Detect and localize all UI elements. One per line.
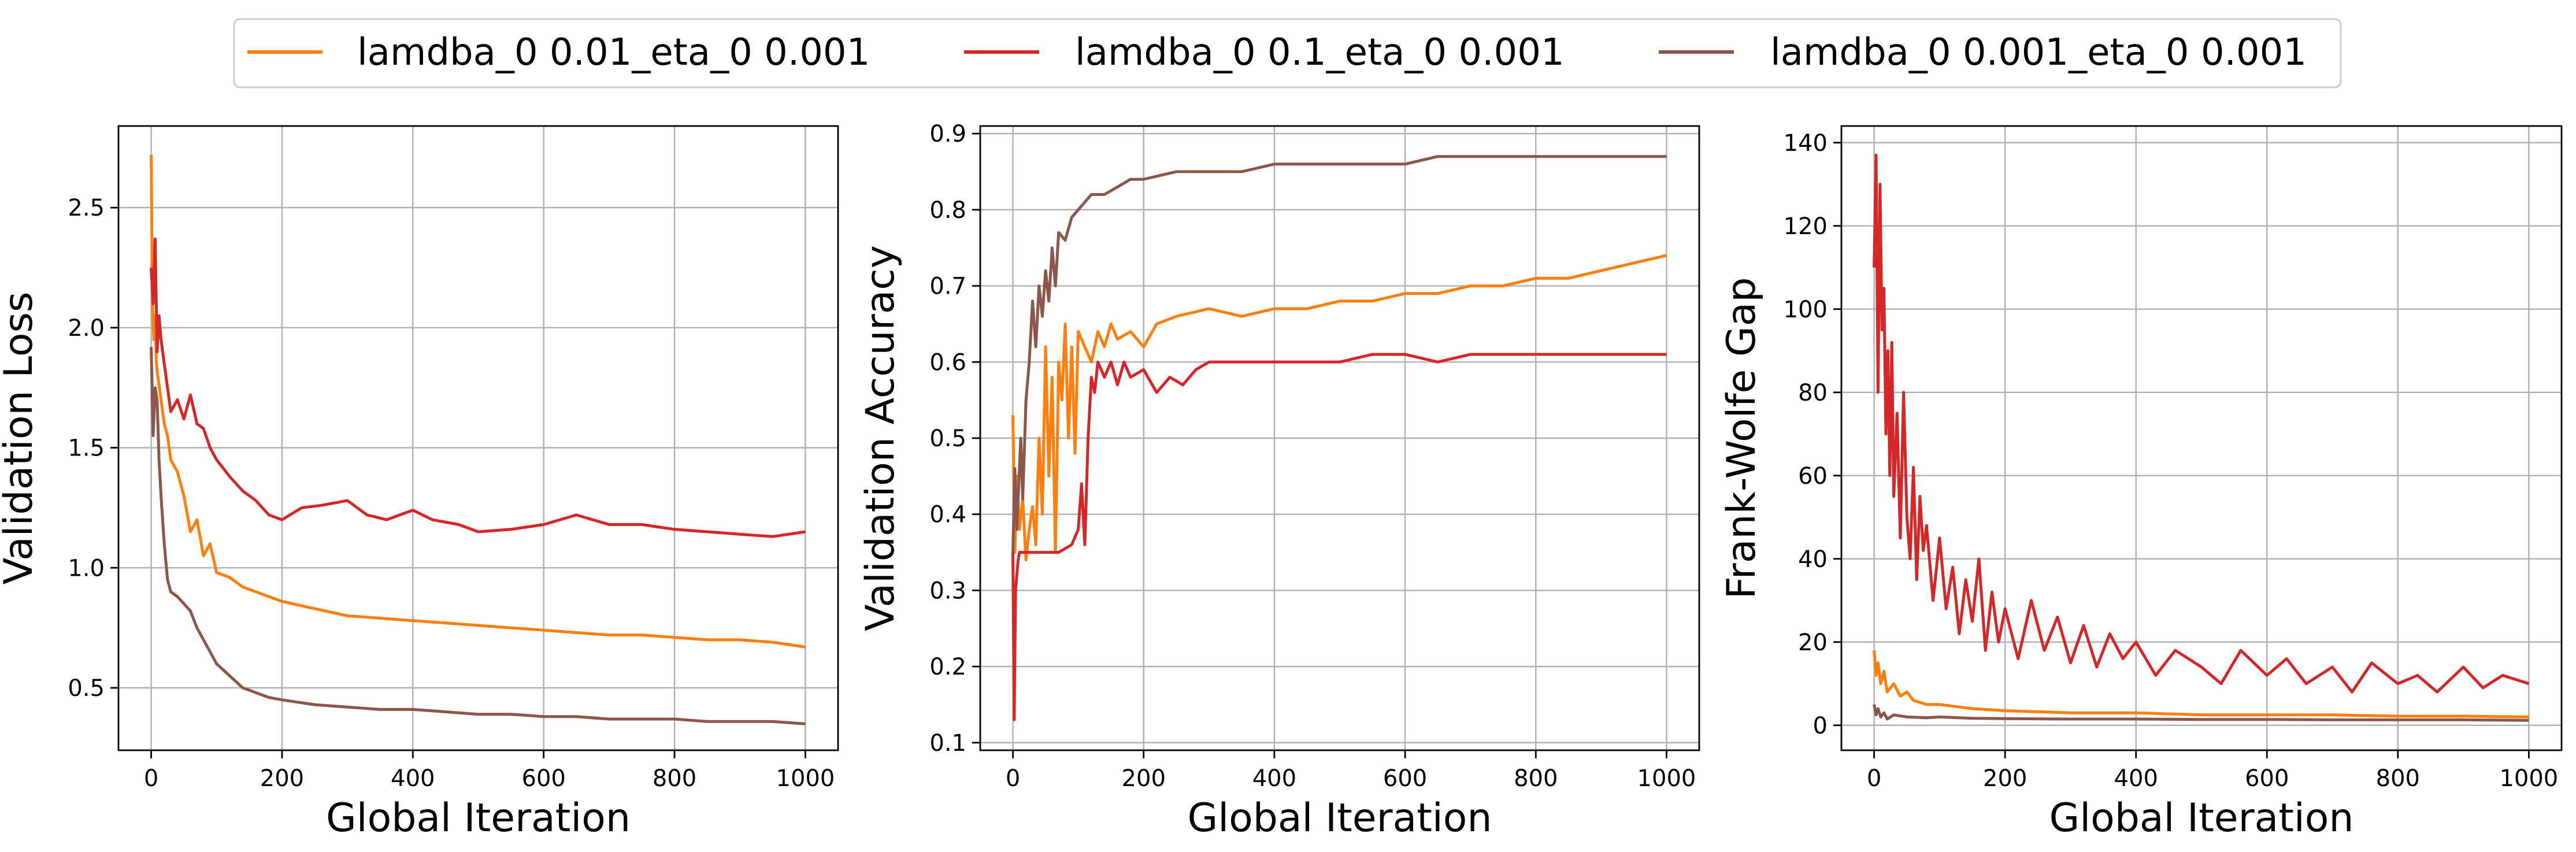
- x-tick-label: 600: [1383, 765, 1427, 792]
- x-tick-label: 400: [1252, 765, 1296, 792]
- axes: 0 200 400 600 800 1000 0.5 1.0 1.5 2.0 2.5: [68, 125, 839, 792]
- series-line-1: [1011, 254, 1667, 562]
- y-tick-label: 0.5: [68, 675, 105, 702]
- legend-label-orange: lamdba_0 0.01_eta_0 0.001: [357, 31, 870, 74]
- x-axis-title: Global Iteration: [1188, 795, 1492, 841]
- validation-accuracy-chart: 0 200 400 600 800 1000 0.1 0.2 0.3 0.4 0.5 0.6 0.7 0.…: [858, 121, 1700, 841]
- x-tick-label: 600: [522, 765, 566, 792]
- legend-label-brown: lamdba_0 0.001_eta_0 0.001: [1770, 31, 2307, 74]
- x-tick-label: 200: [1122, 765, 1166, 792]
- x-tick-label: 0: [1006, 765, 1020, 792]
- series-line-2: [1011, 353, 1667, 721]
- x-tick-label: 1000: [1637, 765, 1696, 792]
- series-lines: [1873, 153, 2530, 722]
- x-tick-label: 1000: [2499, 765, 2558, 792]
- y-axis-title: Validation Accuracy: [858, 245, 903, 631]
- series-line-3: [1011, 155, 1667, 553]
- x-axis-title: Global Iteration: [2049, 795, 2354, 841]
- series-line-1: [150, 154, 806, 649]
- y-tick-label: 80: [1798, 380, 1828, 406]
- y-tick-label: 0.5: [929, 425, 966, 452]
- legend-frame: [233, 18, 2342, 88]
- frank-wolfe-gap-chart: 0 200 400 600 800 1000 0 20 40 60 80 100 120 140 Glob…: [1719, 125, 2563, 841]
- y-tick-label: 0.8: [929, 197, 966, 224]
- y-tick-label: 120: [1784, 213, 1828, 240]
- axes: 0 200 400 600 800 1000 0.1 0.2 0.3 0.4 0.5 0.6 0.7 0.…: [929, 121, 1700, 792]
- grid: [118, 126, 838, 750]
- y-axis-title: Validation Loss: [0, 292, 42, 585]
- series-line-1: [1873, 650, 2529, 718]
- validation-loss-chart: 0 200 400 600 800 1000 0.5 1.0 1.5 2.0 2.5 Global …: [0, 125, 839, 841]
- series-line-2: [150, 237, 806, 538]
- y-axis-title: Frank-Wolfe Gap: [1719, 277, 1765, 599]
- y-tick-label: 0.4: [929, 502, 966, 528]
- y-tick-label: 20: [1798, 629, 1828, 656]
- y-tick-label: 2.5: [68, 195, 105, 221]
- y-tick-label: 140: [1784, 130, 1828, 157]
- x-tick-label: 0: [1867, 765, 1881, 792]
- x-tick-label: 800: [2376, 765, 2420, 792]
- grid: [1841, 126, 2562, 750]
- x-tick-label: 800: [1514, 765, 1558, 792]
- axes: 0 200 400 600 800 1000 0 20 40 60 80 100 120 140: [1784, 125, 2563, 792]
- y-tick-label: 0.7: [929, 273, 966, 300]
- y-tick-label: 60: [1798, 463, 1828, 490]
- x-tick-label: 200: [260, 765, 304, 792]
- y-tick-label: 0.9: [929, 121, 966, 147]
- plot-frame: [1840, 125, 2563, 751]
- x-tick-label: 800: [653, 765, 696, 792]
- x-tick-label: 600: [2245, 765, 2289, 792]
- y-tick-label: 1.0: [68, 555, 105, 581]
- y-tick-label: 0.3: [929, 577, 966, 604]
- legend: lamdba_0 0.01_eta_0 0.001 lamdba_0 0.1_e…: [233, 18, 2342, 88]
- x-tick-label: 200: [1983, 765, 2027, 792]
- legend-label-red: lamdba_0 0.1_eta_0 0.001: [1075, 31, 1565, 74]
- y-tick-label: 100: [1784, 297, 1828, 323]
- x-tick-label: 400: [2114, 765, 2158, 792]
- y-tick-label: 1.5: [68, 435, 105, 462]
- series-lines: [1011, 155, 1667, 721]
- series-line-2: [1873, 153, 2530, 694]
- y-tick-label: 0: [1813, 713, 1828, 739]
- y-tick-label: 0.1: [929, 730, 966, 757]
- y-tick-label: 2.0: [68, 315, 105, 342]
- x-axis-title: Global Iteration: [326, 795, 631, 841]
- x-tick-label: 1000: [776, 765, 835, 792]
- x-tick-label: 400: [391, 765, 435, 792]
- y-tick-label: 0.6: [929, 349, 966, 376]
- x-tick-label: 0: [144, 765, 158, 792]
- y-tick-label: 40: [1798, 546, 1828, 573]
- plot-frame: [117, 125, 839, 751]
- series-line-3: [150, 347, 806, 725]
- series-lines: [150, 154, 806, 725]
- y-tick-label: 0.2: [929, 654, 966, 680]
- series-line-3: [1873, 704, 2529, 722]
